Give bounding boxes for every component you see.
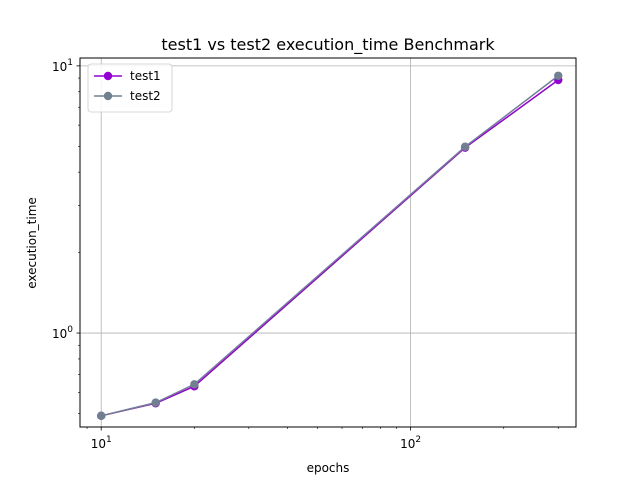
- legend-swatch-marker: [103, 91, 113, 101]
- tick-label-exponent: 0: [67, 325, 73, 335]
- y-tick-label: 100: [52, 325, 73, 341]
- data-point-test2: [190, 380, 199, 389]
- x-axis-label: epochs: [307, 461, 350, 475]
- data-point-test2: [554, 71, 563, 80]
- y-tick-label: 101: [52, 58, 73, 74]
- tick-label-base: 10: [400, 437, 415, 451]
- tick-label-base: 10: [52, 60, 67, 74]
- data-point-test2: [460, 142, 470, 151]
- legend-entry-test2: test2: [94, 89, 161, 103]
- legend-label: test1: [130, 69, 161, 83]
- legend-swatch-marker: [103, 71, 113, 81]
- x-tick-label: 101: [91, 435, 112, 451]
- chart-title: test1 vs test2 execution_time Benchmark: [161, 35, 495, 55]
- data-point-test2: [97, 411, 106, 421]
- plot-series: [97, 71, 563, 421]
- plot-frame: [79, 57, 577, 428]
- tick-label-exponent: 2: [415, 435, 421, 445]
- tick-label-exponent: 1: [106, 435, 112, 445]
- legend-entry-test1: test1: [94, 69, 161, 83]
- data-point-test2: [151, 398, 160, 407]
- legend: test1 test2: [87, 63, 173, 113]
- series-test2: [97, 71, 563, 421]
- tick-label-base: 10: [91, 437, 106, 451]
- legend-label: test2: [130, 89, 161, 103]
- x-tick-label: 102: [400, 435, 421, 451]
- tick-label-base: 10: [52, 327, 67, 341]
- y-axis-label: execution_time: [25, 197, 39, 289]
- tick-label-exponent: 1: [67, 58, 73, 68]
